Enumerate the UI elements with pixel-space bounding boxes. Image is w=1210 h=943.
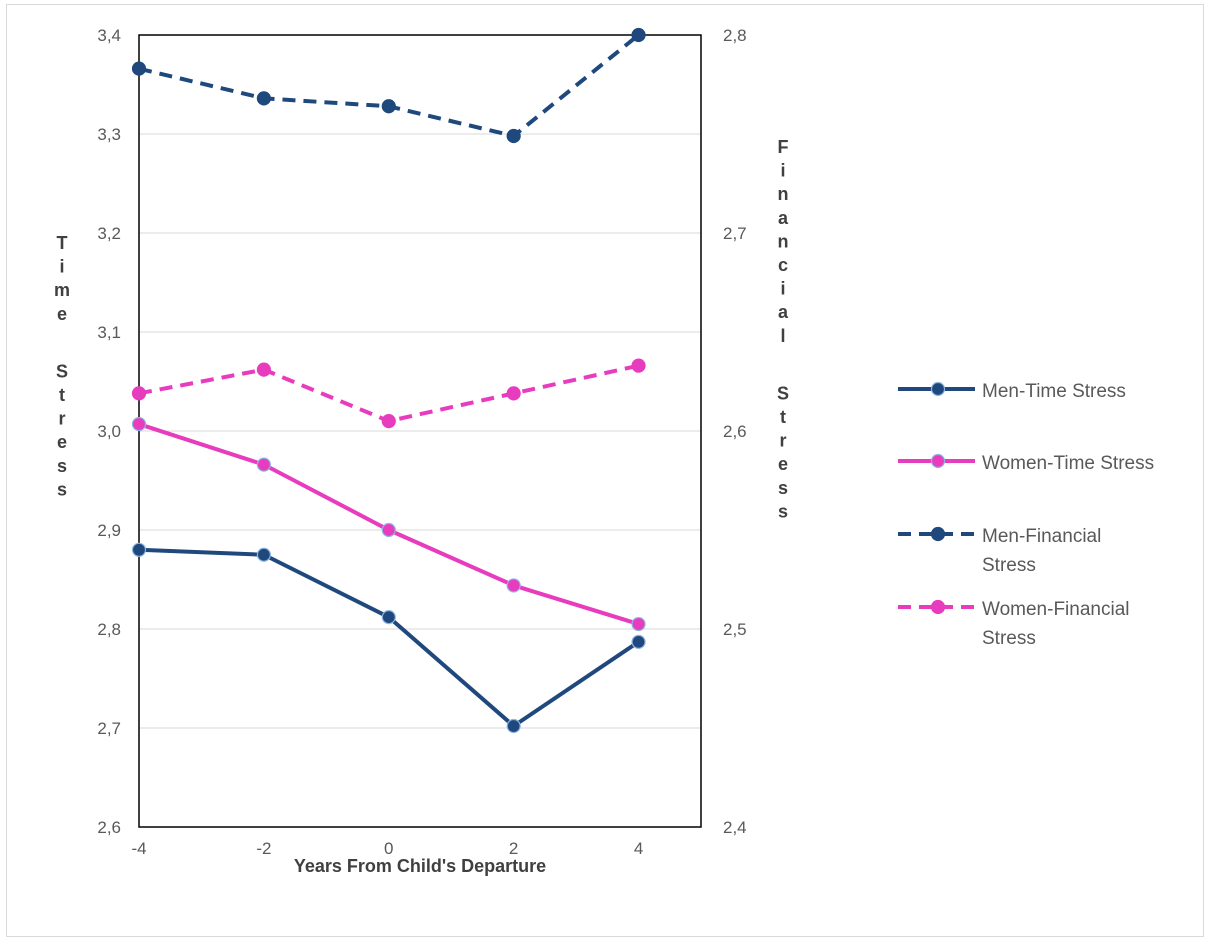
- tick-labels: 2,6 2,7 2,8 2,9 3,0 3,1 3,2 3,3 3,4 2,4 2,5 2,6 2,7 2…: [97, 26, 746, 858]
- data-point: [256, 91, 271, 106]
- axis-title-letter: i: [780, 279, 785, 299]
- series-women-time-stress: [131, 416, 646, 632]
- x-tick-label: 0: [384, 839, 393, 858]
- legend-label: Women-Time Stress: [982, 453, 1154, 474]
- axis-title-letter: s: [778, 501, 788, 521]
- legend-item: Women-Financial Stress: [898, 599, 1129, 649]
- legend-swatch-marker: [930, 453, 946, 469]
- legend-label: Women-Financial Stress: [982, 599, 1129, 649]
- series-men-financial-stress: [131, 27, 646, 144]
- y-right-tick-label: 2,6: [723, 422, 747, 441]
- data-point: [506, 718, 521, 734]
- series-line: [138, 33, 640, 138]
- data-point: [506, 128, 521, 144]
- y-left-tick-label: 3,1: [97, 323, 121, 342]
- series-line: [138, 363, 639, 424]
- data-point: [631, 358, 646, 373]
- legend-item: Men-Time Stress: [898, 381, 1126, 402]
- axis-titles: Years From Child's DepartureTimeStressFi…: [54, 137, 789, 876]
- x-axis-title: Years From Child's Departure: [294, 856, 546, 876]
- legend-label: Men-Time Stress: [982, 381, 1126, 402]
- data-point: [506, 578, 521, 593]
- y-right-tick-label: 2,4: [723, 818, 747, 837]
- legend-swatch-marker: [930, 599, 946, 615]
- y-left-tick-label: 3,4: [97, 26, 121, 45]
- y-left-tick-label: 2,9: [97, 521, 121, 540]
- series-women-financial-stress: [131, 358, 646, 429]
- data-point: [256, 362, 271, 377]
- data-point: [256, 457, 271, 472]
- axis-title-letter: a: [778, 208, 789, 228]
- axis-title-letter: a: [778, 302, 789, 322]
- data-point: [631, 27, 646, 43]
- axis-title-letter: S: [777, 383, 789, 403]
- legend-swatch-marker: [930, 526, 946, 542]
- x-tick-label: -4: [131, 839, 146, 858]
- axis-title-letter: m: [54, 280, 70, 300]
- y-left-tick-label: 2,6: [97, 818, 121, 837]
- data-point: [256, 547, 271, 562]
- x-tick-label: -2: [256, 839, 271, 858]
- series-lines: [131, 27, 646, 734]
- y-left-tick-label: 3,3: [97, 125, 121, 144]
- data-point: [631, 616, 646, 632]
- data-point: [381, 610, 396, 625]
- axis-title-letter: r: [779, 431, 786, 451]
- axis-title-letter: n: [778, 184, 789, 204]
- legend-swatch-marker: [930, 381, 946, 397]
- data-point: [131, 61, 147, 76]
- legend-item: Men-Financial Stress: [898, 526, 1101, 576]
- data-point: [381, 99, 396, 114]
- axis-title-letter: t: [59, 385, 65, 405]
- data-point: [506, 386, 521, 401]
- axis-title-letter: r: [58, 409, 65, 429]
- legend: Men-Time Stress Women-Time Stress Men-Fina…: [898, 381, 1154, 649]
- x-tick-label: 4: [634, 839, 643, 858]
- y-left-tick-label: 2,7: [97, 719, 121, 738]
- axis-title-letter: c: [778, 255, 788, 275]
- chart-area: [6, 4, 1204, 937]
- data-point: [131, 386, 147, 401]
- axis-title-letter: s: [778, 478, 788, 498]
- y-right-tick-label: 2,7: [723, 224, 747, 243]
- axis-title-letter: T: [57, 233, 68, 253]
- series-line: [138, 547, 640, 729]
- axis-title-letter: F: [778, 137, 789, 157]
- data-point: [631, 634, 646, 649]
- x-tick-label: 2: [509, 839, 518, 858]
- data-point: [131, 416, 147, 432]
- gridlines: [139, 133, 701, 729]
- axis-title-letter: s: [57, 456, 67, 476]
- axis-title-letter: l: [780, 326, 785, 346]
- data-point: [381, 414, 396, 429]
- data-point: [131, 542, 147, 557]
- axis-title-letter: n: [778, 231, 789, 251]
- axis-title-letter: s: [57, 479, 67, 499]
- y-left-tick-label: 2,8: [97, 620, 121, 639]
- legend-label: Men-Financial Stress: [982, 526, 1101, 576]
- axis-title-letter: t: [780, 407, 786, 427]
- y-right-tick-label: 2,8: [723, 26, 747, 45]
- y-left-tick-label: 3,2: [97, 224, 121, 243]
- data-point: [381, 522, 396, 538]
- axis-title-letter: e: [57, 304, 67, 324]
- series-men-time-stress: [131, 542, 646, 734]
- legend-item: Women-Time Stress: [898, 453, 1154, 474]
- axis-title-letter: i: [59, 257, 64, 277]
- axis-title-letter: e: [778, 454, 788, 474]
- y-right-tick-label: 2,5: [723, 620, 747, 639]
- axis-title-letter: e: [57, 432, 67, 452]
- y-left-tick-label: 3,0: [97, 422, 121, 441]
- axis-title-letter: S: [56, 361, 68, 381]
- axis-title-letter: i: [780, 161, 785, 181]
